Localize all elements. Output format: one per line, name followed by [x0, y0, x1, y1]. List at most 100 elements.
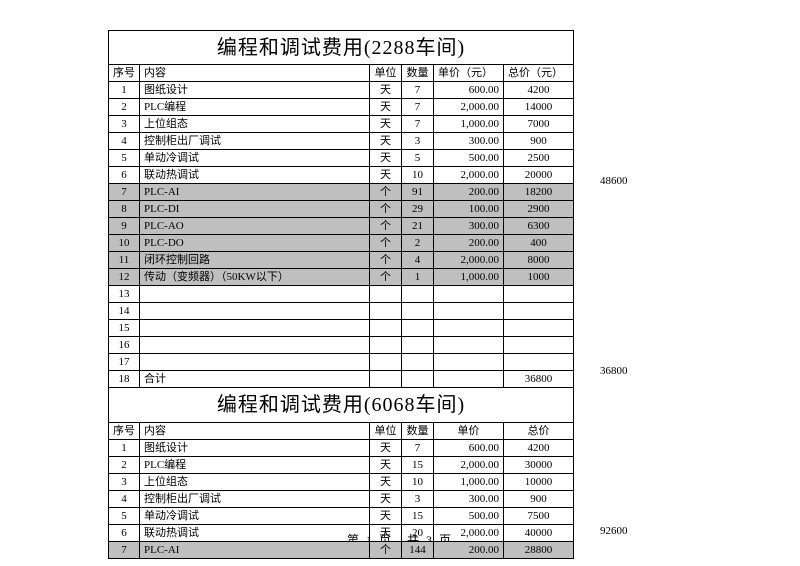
cell-seq: 11	[109, 252, 140, 269]
cell-qty	[402, 303, 434, 320]
table-row: 11闭环控制回路个42,000.008000	[109, 252, 574, 269]
cell-total: 8000	[504, 252, 574, 269]
col-unit: 单位	[370, 65, 402, 82]
cell-unit: 天	[370, 116, 402, 133]
table-row: 14	[109, 303, 574, 320]
cell-price: 2,000.00	[434, 99, 504, 116]
page-content: 编程和调试费用(2288车间) 序号 内容 单位 数量 单价（元） 总价（元） …	[108, 30, 574, 559]
cell-total: 1000	[504, 269, 574, 286]
cell-desc	[140, 337, 370, 354]
cell-qty: 21	[402, 218, 434, 235]
cell-desc: PLC-AI	[140, 184, 370, 201]
cell-unit: 个	[370, 252, 402, 269]
cell-price	[434, 303, 504, 320]
table2-title: 编程和调试费用(6068车间)	[109, 388, 574, 422]
table-row: 17	[109, 354, 574, 371]
cell-seq: 10	[109, 235, 140, 252]
col-price: 单价	[434, 422, 504, 439]
cell-qty: 5	[402, 150, 434, 167]
cell-price: 300.00	[434, 490, 504, 507]
table-row: 16	[109, 337, 574, 354]
cell-seq: 5	[109, 150, 140, 167]
table-row: 4控制柜出厂调试天3300.00900	[109, 133, 574, 150]
cell-desc: 传动（变频器）（50KW以下）	[140, 269, 370, 286]
cell-price: 2,000.00	[434, 167, 504, 184]
cell-qty	[402, 371, 434, 388]
cell-price: 200.00	[434, 235, 504, 252]
cell-desc: PLC-AO	[140, 218, 370, 235]
cell-unit	[370, 371, 402, 388]
cell-unit: 天	[370, 133, 402, 150]
side-total: 36800	[600, 365, 628, 377]
cell-price	[434, 371, 504, 388]
col-seq: 序号	[109, 65, 140, 82]
cell-seq: 2	[109, 456, 140, 473]
cell-price: 200.00	[434, 541, 504, 558]
cell-seq: 3	[109, 473, 140, 490]
cell-desc: PLC-DO	[140, 235, 370, 252]
cell-seq: 6	[109, 167, 140, 184]
cell-unit: 天	[370, 456, 402, 473]
cell-seq: 7	[109, 541, 140, 558]
cell-unit: 天	[370, 82, 402, 99]
col-qty: 数量	[402, 422, 434, 439]
cell-desc	[140, 286, 370, 303]
cell-qty	[402, 354, 434, 371]
cell-desc: 图纸设计	[140, 439, 370, 456]
col-price: 单价（元）	[434, 65, 504, 82]
cell-desc: 联动热调试	[140, 524, 370, 541]
cell-price: 600.00	[434, 439, 504, 456]
cell-seq: 2	[109, 99, 140, 116]
cell-qty: 29	[402, 201, 434, 218]
cell-desc: 联动热调试	[140, 167, 370, 184]
table-row: 7PLC-AI个91200.0018200	[109, 184, 574, 201]
col-unit: 单位	[370, 422, 402, 439]
cell-desc: PLC编程	[140, 456, 370, 473]
side-total: 48600	[600, 175, 628, 187]
cell-desc: 上位组态	[140, 116, 370, 133]
cell-unit	[370, 320, 402, 337]
cell-desc: 图纸设计	[140, 82, 370, 99]
cell-total: 900	[504, 133, 574, 150]
table-row: 2PLC编程天152,000.0030000	[109, 456, 574, 473]
cell-qty: 10	[402, 167, 434, 184]
cell-seq: 7	[109, 184, 140, 201]
cell-total: 400	[504, 235, 574, 252]
cell-desc: 控制柜出厂调试	[140, 490, 370, 507]
cell-seq: 4	[109, 133, 140, 150]
cell-total	[504, 354, 574, 371]
cell-unit	[370, 354, 402, 371]
col-desc: 内容	[140, 422, 370, 439]
table-row: 5单动冷调试天5500.002500	[109, 150, 574, 167]
col-total: 总价	[504, 422, 574, 439]
table-row: 8PLC-DI个29100.002900	[109, 201, 574, 218]
cell-qty: 15	[402, 507, 434, 524]
cell-total: 36800	[504, 371, 574, 388]
cell-desc: 闭环控制回路	[140, 252, 370, 269]
table-row: 3上位组态天71,000.007000	[109, 116, 574, 133]
table-row: 15	[109, 320, 574, 337]
cell-price: 500.00	[434, 150, 504, 167]
cell-unit: 天	[370, 490, 402, 507]
cell-unit: 个	[370, 184, 402, 201]
table-row: 5单动冷调试天15500.007500	[109, 507, 574, 524]
cell-desc: 上位组态	[140, 473, 370, 490]
cell-desc: 单动冷调试	[140, 507, 370, 524]
cell-seq: 4	[109, 490, 140, 507]
cell-seq: 16	[109, 337, 140, 354]
cell-qty: 3	[402, 490, 434, 507]
table-row: 6联动热调试天102,000.0020000	[109, 167, 574, 184]
table-row: 7PLC-AI个144200.0028800	[109, 541, 574, 558]
cell-qty: 4	[402, 252, 434, 269]
cell-qty	[402, 320, 434, 337]
table1-title-row: 编程和调试费用(2288车间)	[109, 31, 574, 65]
cell-unit: 天	[370, 524, 402, 541]
cell-price	[434, 337, 504, 354]
cell-qty	[402, 337, 434, 354]
cell-desc	[140, 320, 370, 337]
table-row: 9PLC-AO个21300.006300	[109, 218, 574, 235]
col-total: 总价（元）	[504, 65, 574, 82]
col-desc: 内容	[140, 65, 370, 82]
cost-table-2: 编程和调试费用(6068车间) 序号 内容 单位 数量 单价 总价 1图纸设计天…	[108, 388, 574, 559]
cell-qty: 7	[402, 99, 434, 116]
